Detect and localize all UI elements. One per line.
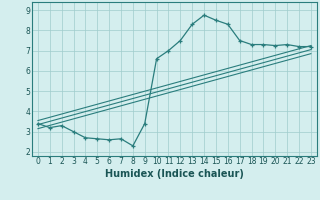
- X-axis label: Humidex (Indice chaleur): Humidex (Indice chaleur): [105, 169, 244, 179]
